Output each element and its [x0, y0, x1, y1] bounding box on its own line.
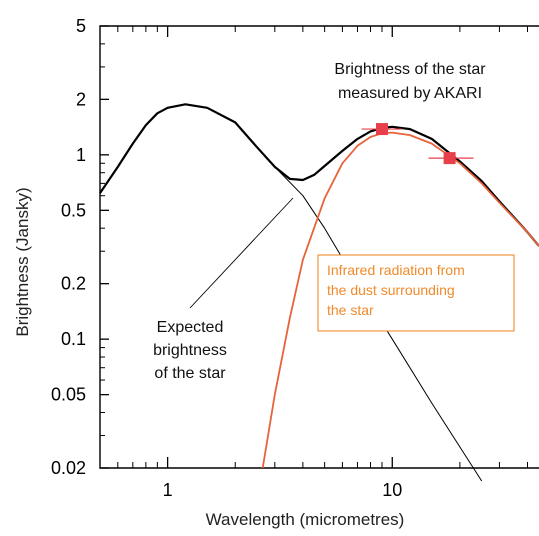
- axes-group: 0.02 0.05 0.1 0.2 0.5 1 2 5 1 10: [51, 16, 539, 500]
- akari-data-point: [375, 123, 388, 136]
- y-tick-label: 0.5: [61, 200, 86, 220]
- y-tick-label: 1: [76, 145, 86, 165]
- y-axis-label: Brightness (Jansky): [13, 187, 32, 336]
- dust-annotation-line: the dust surrounding: [327, 282, 455, 298]
- expected-pointer-line: [189, 197, 294, 309]
- akari-annotation-line: measured by AKARI: [338, 85, 482, 102]
- akari-markers-group: [361, 123, 474, 165]
- x-tick-label: 1: [163, 480, 173, 500]
- dust-annotation-line: Infrared radiation from: [327, 262, 465, 278]
- plot-frame: [99, 25, 539, 469]
- dust-annotation-line: the star: [327, 302, 374, 318]
- annotations-group: Brightness of the star measured by AKARI E…: [153, 61, 515, 382]
- expected-annotation-line: Expected: [157, 319, 224, 336]
- x-tick-label: 10: [382, 480, 402, 500]
- akari-annotation-line: Brightness of the star: [334, 61, 486, 78]
- y-tick-label: 0.1: [61, 329, 86, 349]
- akari-data-point: [443, 152, 456, 165]
- x-axis-label: Wavelength (micrometres): [206, 510, 405, 529]
- y-tick-label: 0.05: [51, 385, 86, 405]
- dust-annotation-box: [317, 254, 515, 332]
- y-tick-label: 0.2: [61, 274, 86, 294]
- expected-annotation-line: brightness: [153, 342, 227, 359]
- expected-annotation-line: of the star: [154, 365, 226, 382]
- y-tick-label: 2: [76, 89, 86, 109]
- y-tick-label: 0.02: [51, 458, 86, 478]
- y-tick-label: 5: [76, 16, 86, 36]
